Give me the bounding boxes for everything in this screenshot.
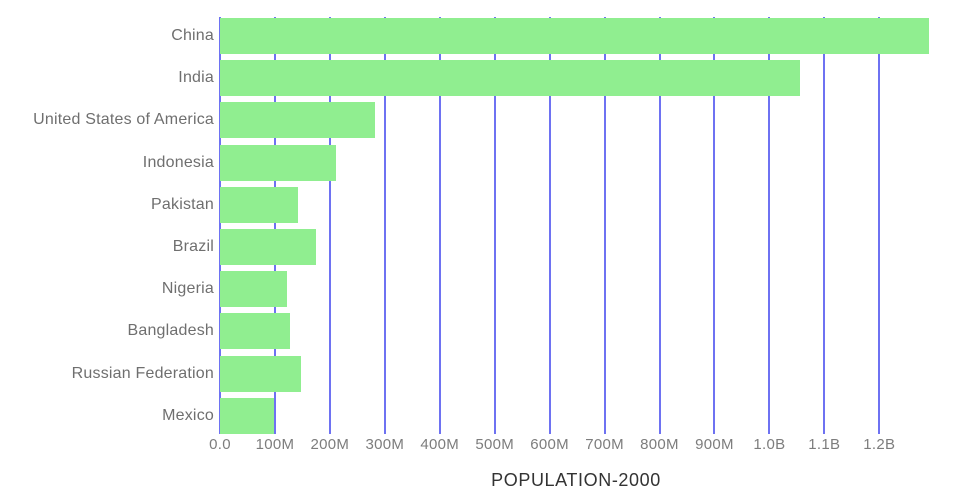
bar-russian-federation xyxy=(220,355,301,392)
gridline-1-0b xyxy=(768,17,771,434)
category-label-indonesia: Indonesia xyxy=(142,153,214,171)
gridline-100m xyxy=(273,17,276,434)
bar-brazil xyxy=(220,229,317,265)
gridline-0-0 xyxy=(219,17,221,434)
gridline-200m xyxy=(328,17,331,434)
category-label-mexico: Mexico xyxy=(162,406,214,424)
category-label-india: India xyxy=(178,69,214,87)
x-tick-label-1-2b: 1.2B xyxy=(863,436,896,453)
gridline-900m xyxy=(713,17,716,434)
x-tick-label-300m: 300M xyxy=(365,436,405,453)
x-tick-label-600m: 600M xyxy=(530,436,569,453)
gridline-1-2b xyxy=(878,17,881,434)
x-tick-label-100m: 100M xyxy=(255,436,295,453)
gridline-500m xyxy=(493,17,496,434)
bar-india xyxy=(220,60,801,97)
gridline-800m xyxy=(658,17,661,434)
x-tick-label-700m: 700M xyxy=(585,436,624,453)
gridline-1-1b xyxy=(823,17,826,434)
category-label-bangladesh: Bangladesh xyxy=(127,322,214,340)
bar-mexico xyxy=(220,397,275,434)
x-tick-label-1-1b: 1.1B xyxy=(808,436,841,453)
x-tick-label-800m: 800M xyxy=(640,436,679,453)
x-tick-label-900m: 900M xyxy=(695,436,734,453)
category-label-china: China xyxy=(171,27,214,44)
bar-nigeria xyxy=(220,271,288,308)
category-label-russian-federation: Russian Federation xyxy=(71,364,214,382)
x-tick-label-200m: 200M xyxy=(310,436,350,453)
x-tick-label-1-0b: 1.0B xyxy=(753,436,786,453)
category-label-brazil: Brazil xyxy=(172,238,214,255)
gridline-300m xyxy=(383,17,386,434)
gridline-700m xyxy=(603,17,606,434)
x-tick-label-400m: 400M xyxy=(420,436,460,453)
category-label-pakistan: Pakistan xyxy=(151,195,214,213)
bar-united-states-of-america xyxy=(220,102,375,139)
gridline-600m xyxy=(548,17,551,434)
category-label-united-states-of-america: United States of America xyxy=(33,111,214,129)
bar-indonesia xyxy=(220,144,337,181)
chart-title: POPULATION-2000 xyxy=(491,470,661,490)
gridline-400m xyxy=(438,17,441,434)
x-tick-label-0-0: 0.0 xyxy=(209,436,231,453)
x-tick-label-500m: 500M xyxy=(475,436,515,453)
bar-bangladesh xyxy=(220,313,291,350)
category-label-nigeria: Nigeria xyxy=(161,280,214,298)
bar-pakistan xyxy=(220,186,299,223)
bar-china xyxy=(220,18,930,54)
